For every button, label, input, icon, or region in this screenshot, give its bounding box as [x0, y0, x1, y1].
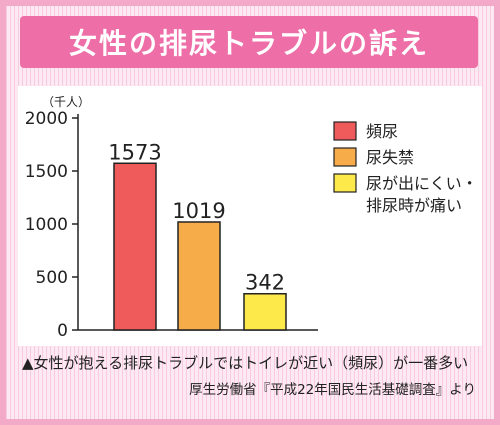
- caption-note: ▲女性が抱える排尿トラブルではトイレが近い（頻尿）が一番多い: [22, 354, 469, 372]
- legend-label: 尿が出にくい・: [366, 174, 478, 193]
- y-tick-label: 1000: [25, 215, 68, 235]
- y-tick-label: 0: [57, 321, 68, 341]
- bar-value-label: 342: [245, 271, 285, 295]
- legend-swatch: [333, 173, 357, 193]
- y-tick-label: 1500: [25, 162, 68, 182]
- y-tick-label: 500: [36, 268, 68, 288]
- y-axis-unit: （千人）: [42, 95, 90, 109]
- bar-1: [113, 162, 157, 331]
- legend-swatch: [333, 121, 357, 141]
- legend-label: 尿失禁: [366, 148, 414, 167]
- legend-label: 頻尿: [366, 122, 398, 141]
- legend-swatch: [333, 147, 357, 167]
- bar-value-label: 1019: [172, 199, 225, 223]
- bar-value-label: 1573: [108, 140, 161, 164]
- y-tick-label: 2000: [25, 109, 68, 129]
- chart-title: 女性の排尿トラブルの訴え: [20, 16, 478, 68]
- source-credit: 厚生労働省『平成22年国民生活基礎調査』より: [189, 382, 476, 398]
- legend-label: 排尿時が痛い: [366, 196, 462, 215]
- bar-3: [243, 292, 287, 331]
- bar-2: [177, 221, 221, 331]
